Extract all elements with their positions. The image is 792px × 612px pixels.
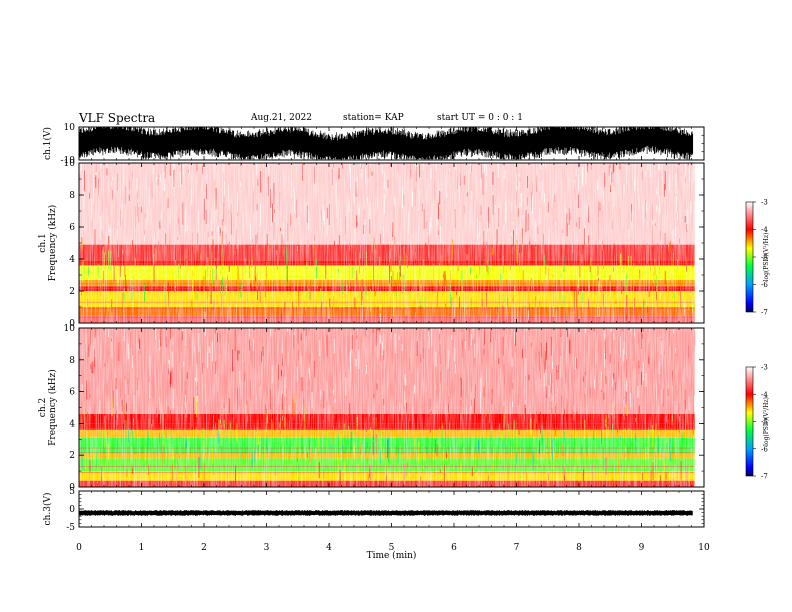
spectrogram-ch1-image: [79, 163, 696, 323]
header-title: VLF Spectra: [79, 111, 156, 125]
spectrogram-ch1-colorbar-label: log(PSD)(V²/Hz): [763, 233, 770, 282]
waveform-ch3-line: [79, 510, 693, 516]
y-tick-label: -5: [66, 523, 75, 533]
colorbar-tick-label: -6: [761, 281, 768, 289]
waveform-ch3-ylabel: ch.3(V): [42, 493, 53, 526]
x-axis-label: Time (min): [367, 550, 417, 561]
colorbar-tick-label: -3: [761, 199, 768, 207]
spectrogram-ch2-colorbar: [745, 366, 754, 477]
x-tick-label: 4: [326, 543, 332, 553]
waveform-ch1-line: [79, 127, 694, 160]
y-tick-label: -10: [61, 156, 76, 166]
x-tick-label: 5: [389, 543, 395, 553]
spectrogram-ch2-noise: [79, 328, 695, 487]
y-tick-label: 0: [69, 483, 75, 493]
y-axis-label: Frequency (kHz): [47, 205, 58, 282]
y-tick-label: 0: [69, 505, 75, 515]
y-axis-label: Frequency (kHz): [47, 369, 58, 446]
y-tick-label: 2: [69, 287, 75, 297]
header-date: Aug.21, 2022: [251, 113, 312, 123]
colorbar-tick-label: -5: [761, 254, 768, 262]
x-tick-label: 3: [264, 543, 270, 553]
x-tick-label: 7: [514, 543, 520, 553]
y-tick-label: 8: [69, 191, 75, 201]
x-tick-label: 0: [76, 543, 82, 553]
header-start-time: start UT = 0 : 0 : 1: [437, 113, 523, 123]
spectrogram-ch2-colorbar-label: log(PSD)(V²/Hz): [763, 397, 770, 446]
y-tick-label: 6: [69, 388, 75, 398]
spectrogram-ch2-ylabel: ch.2 Frequency (kHz): [38, 369, 58, 446]
y-tick-label: 10: [64, 324, 76, 334]
x-tick-label: 1: [139, 543, 145, 553]
y-tick-label: 10: [64, 123, 76, 133]
y-tick-label: 4: [69, 419, 75, 429]
x-tick-label: 6: [451, 543, 457, 553]
y-axis-label: ch.1: [38, 233, 48, 252]
waveform-ch1-ylabel: ch.1(V): [42, 127, 53, 160]
spectrogram-ch2-image: [79, 328, 696, 487]
colorbar-tick-label: -4: [761, 226, 768, 234]
spectrogram-ch1-ylabel: ch.1 Frequency (kHz): [38, 205, 58, 282]
colorbar-tick-label: -7: [761, 473, 768, 481]
colorbar-tick-label: -3: [761, 364, 768, 372]
colorbar-tick-label: -5: [761, 418, 768, 426]
x-tick-label: 9: [639, 543, 645, 553]
y-tick-label: 0: [69, 319, 75, 329]
colorbar-tick-label: -7: [761, 309, 768, 317]
y-axis-label: ch.2: [38, 398, 48, 417]
spectrogram-ch1-noise: [79, 163, 695, 323]
y-tick-label: 4: [69, 255, 75, 265]
x-tick-label: 10: [698, 543, 710, 553]
y-tick-label: 2: [69, 451, 75, 461]
y-tick-label: 6: [69, 223, 75, 233]
y-axis-label: ch.1(V): [42, 127, 53, 160]
y-tick-label: 8: [69, 356, 75, 366]
colorbar-tick-label: -4: [761, 391, 768, 399]
spectrogram-ch1-colorbar: [745, 201, 754, 313]
header-station: station= KAP: [343, 113, 404, 123]
waveform-ch3-frame: [78, 490, 705, 528]
y-axis-label: ch.3(V): [42, 493, 53, 526]
x-tick-label: 8: [576, 543, 582, 553]
y-tick-label: 10: [64, 159, 76, 169]
x-tick-label: 2: [201, 543, 207, 553]
y-tick-label: 5: [69, 487, 75, 497]
colorbar-tick-label: -6: [761, 445, 768, 453]
